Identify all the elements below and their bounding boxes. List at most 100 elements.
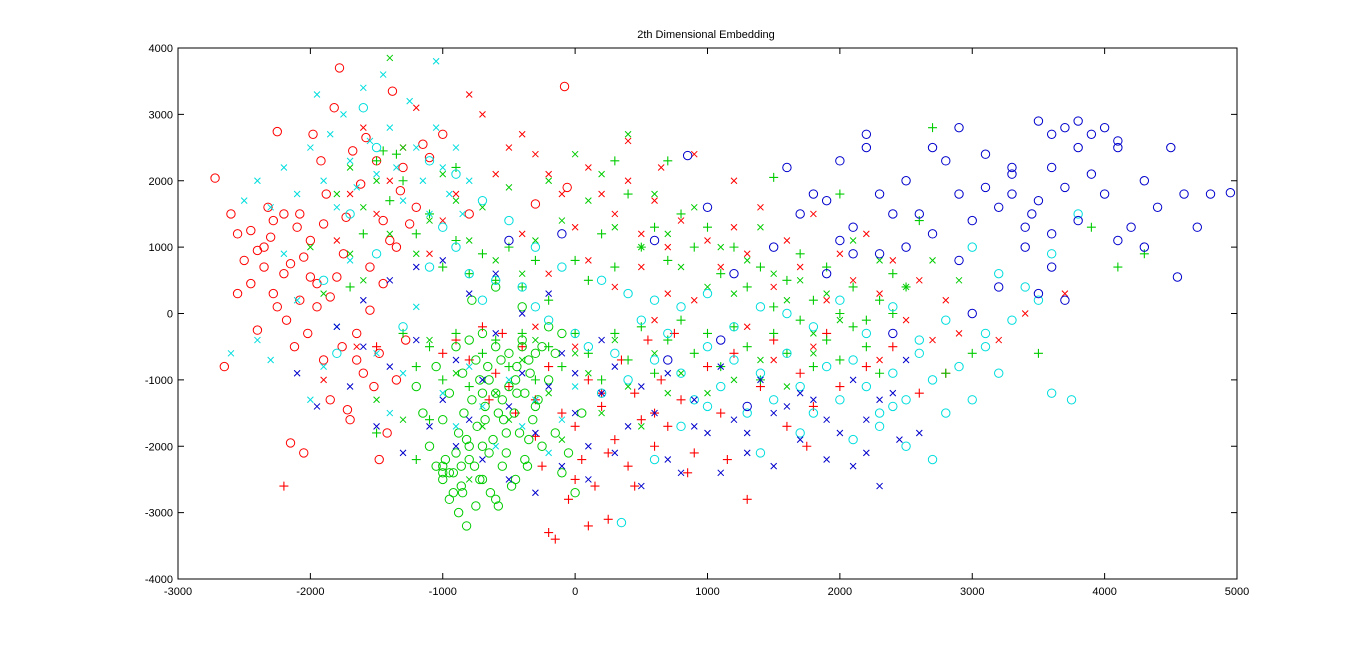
marker-6-4 [398, 322, 408, 332]
marker-4-97 [425, 415, 435, 425]
marker-1-16 [610, 435, 620, 445]
marker-7-45 [479, 403, 486, 410]
marker-3-62 [550, 348, 560, 359]
marker-7-33 [320, 363, 327, 370]
marker-8-52 [954, 122, 964, 133]
marker-2-41 [518, 130, 526, 138]
marker-2-65 [320, 376, 327, 384]
marker-8-24 [967, 215, 977, 226]
marker-7-43 [452, 422, 460, 430]
marker-5-1 [346, 164, 354, 171]
x-tick-label: 5000 [1225, 586, 1249, 598]
marker-9-0 [333, 323, 341, 331]
marker-3-15 [477, 474, 488, 485]
marker-4-39 [928, 123, 938, 133]
marker-7-8 [326, 130, 334, 138]
marker-7-25 [439, 164, 447, 171]
marker-3-14 [475, 375, 485, 385]
marker-7-53 [254, 336, 261, 344]
marker-2-67 [624, 137, 632, 145]
marker-5-49 [373, 396, 380, 404]
marker-8-51 [980, 149, 991, 159]
marker-6-44 [967, 395, 977, 405]
marker-4-91 [769, 172, 779, 182]
x-tick-label: 2000 [828, 586, 852, 598]
marker-4-3 [451, 328, 461, 338]
marker-6-1 [332, 348, 342, 359]
marker-8-5 [702, 202, 713, 213]
marker-6-80 [676, 421, 686, 432]
marker-4-25 [742, 342, 752, 352]
marker-1-27 [689, 448, 699, 458]
marker-6-76 [994, 268, 1004, 279]
marker-9-50 [558, 462, 566, 470]
marker-0-4 [246, 225, 256, 236]
marker-3-2 [440, 454, 451, 465]
chart-title: 2th Dimensional Embedding [637, 29, 775, 41]
marker-3-53 [438, 415, 448, 425]
marker-9-3 [412, 336, 420, 344]
marker-1-45 [550, 534, 560, 544]
marker-9-51 [585, 476, 592, 483]
marker-1-52 [537, 461, 547, 471]
marker-4-13 [583, 348, 593, 358]
marker-5-32 [757, 223, 764, 231]
marker-5-47 [346, 250, 354, 258]
marker-9-20 [651, 409, 658, 417]
marker-3-1 [438, 474, 448, 485]
marker-2-26 [876, 290, 883, 297]
marker-3-23 [498, 415, 509, 425]
marker-6-56 [451, 169, 461, 179]
marker-5-62 [585, 369, 592, 377]
marker-2-55 [876, 356, 883, 364]
marker-6-58 [504, 215, 514, 226]
marker-0-74 [295, 209, 305, 219]
marker-0-40 [378, 215, 388, 226]
marker-4-16 [623, 355, 633, 365]
marker-6-69 [808, 322, 819, 332]
marker-9-66 [518, 310, 526, 317]
marker-7-24 [432, 124, 440, 132]
marker-0-11 [281, 315, 292, 325]
marker-7-0 [240, 197, 248, 205]
marker-2-61 [651, 316, 658, 324]
marker-4-67 [663, 255, 673, 265]
marker-6-32 [808, 408, 819, 418]
marker-5-15 [532, 237, 539, 244]
marker-6-46 [994, 368, 1004, 378]
marker-7-26 [446, 190, 453, 198]
marker-7-20 [406, 97, 414, 105]
marker-6-86 [901, 441, 911, 451]
marker-5-50 [399, 416, 407, 424]
marker-4-8 [517, 328, 527, 338]
marker-2-16 [743, 250, 751, 258]
marker-2-22 [823, 296, 830, 304]
marker-0-1 [226, 209, 236, 219]
marker-4-6 [491, 335, 501, 345]
marker-5-13 [505, 184, 513, 191]
marker-7-23 [426, 210, 433, 218]
marker-0-45 [395, 186, 406, 196]
marker-8-61 [1139, 242, 1150, 252]
marker-5-20 [598, 170, 605, 178]
marker-5-0 [333, 190, 341, 198]
marker-7-3 [280, 164, 288, 171]
marker-9-9 [505, 403, 513, 410]
marker-4-74 [755, 262, 765, 272]
marker-0-65 [305, 272, 316, 282]
marker-6-87 [927, 454, 938, 465]
marker-1-20 [636, 415, 646, 425]
marker-8-71 [1027, 209, 1037, 219]
marker-2-50 [611, 283, 619, 291]
marker-7-54 [227, 349, 235, 357]
marker-6-50 [1066, 395, 1077, 405]
marker-2-39 [505, 144, 513, 151]
marker-9-46 [452, 442, 460, 450]
marker-9-52 [611, 449, 619, 457]
marker-5-54 [479, 422, 486, 430]
marker-8-49 [1113, 142, 1123, 153]
marker-2-21 [810, 210, 817, 218]
marker-7-47 [505, 376, 513, 384]
marker-5-39 [849, 237, 857, 244]
marker-0-47 [400, 335, 411, 345]
